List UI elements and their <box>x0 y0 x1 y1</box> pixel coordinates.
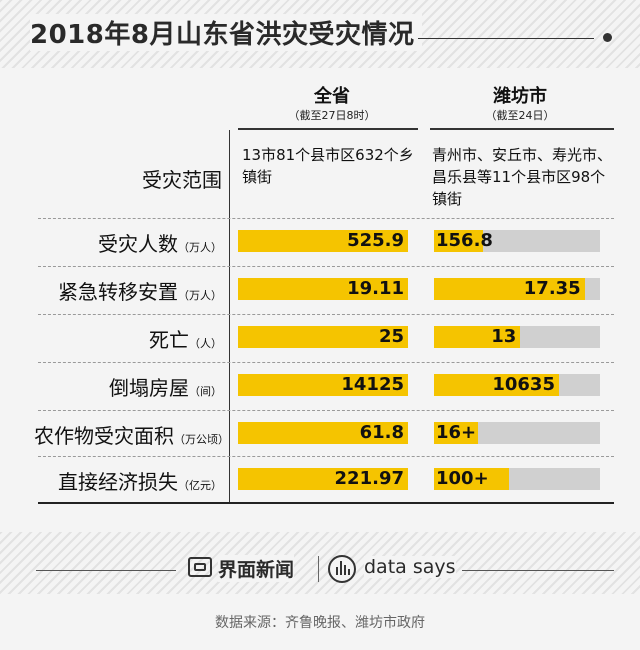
row-label-text: 紧急转移安置 <box>58 280 178 304</box>
row-label-5: 直接经济损失（亿元） <box>34 466 222 495</box>
brand-rule-right <box>462 570 614 571</box>
brand-rule-left <box>36 570 176 571</box>
bar-value-province: 221.97 <box>334 468 404 489</box>
bar-weifang <box>434 374 559 396</box>
column-header-province: 全省 （截至27日8时） <box>238 86 426 124</box>
bar-value-weifang: 100+ <box>436 468 489 489</box>
scope-province-text: 13市81个县市区632个乡镇街 <box>242 146 414 186</box>
row-label-text: 受灾范围 <box>142 168 222 192</box>
row-label-text: 直接经济损失 <box>58 470 178 494</box>
bar-value-province: 525.9 <box>347 230 404 251</box>
row-label-text: 倒塌房屋 <box>109 376 189 400</box>
bar-weifang <box>434 422 478 444</box>
bar-value-province: 14125 <box>341 374 404 395</box>
bar-province <box>238 374 408 396</box>
bar-weifang <box>434 278 585 300</box>
label-column-divider <box>229 130 230 502</box>
bar-value-weifang: 17.35 <box>523 278 581 299</box>
bar-value-weifang: 13 <box>491 326 517 347</box>
row-label-unit: （万公顷） <box>174 433 229 446</box>
bar-province <box>238 468 408 490</box>
page-title: 2018年8月山东省洪灾受灾情况 <box>30 14 423 51</box>
column-note-weifang: （截至24日） <box>485 109 555 122</box>
table-bottom-rule <box>38 502 614 504</box>
row-separator <box>38 362 614 363</box>
row-label-text: 受灾人数 <box>98 232 178 256</box>
datasays-logo-icon <box>328 555 356 583</box>
bar-province <box>238 230 408 252</box>
column-note-province: （截至27日8时） <box>288 109 376 122</box>
brand-datasays: data says <box>364 556 456 578</box>
row-separator <box>38 266 614 267</box>
bar-value-province: 25 <box>378 326 404 347</box>
row-separator <box>38 314 614 315</box>
scope-weifang-text: 青州市、安丘市、寿光市、昌乐县等11个县市区98个镇街 <box>432 146 613 208</box>
brand-separator <box>318 556 319 582</box>
bar-value-weifang: 156.8 <box>436 230 493 251</box>
row-separator <box>38 456 614 457</box>
row-separator <box>38 410 614 411</box>
row-label-scope: 受灾范围 <box>34 164 222 193</box>
bar-value-province: 19.11 <box>347 278 404 299</box>
column-rule-weifang <box>430 128 614 130</box>
bar-weifang <box>434 326 521 348</box>
bar-province <box>238 278 408 300</box>
row-label-text: 死亡 <box>149 328 189 352</box>
bar-weifang <box>434 468 509 490</box>
bar-value-province: 61.8 <box>359 422 404 443</box>
column-header-weifang: 潍坊市 （截至24日） <box>430 86 610 124</box>
row-label-1: 紧急转移安置（万人） <box>34 276 222 305</box>
row-label-unit: （万人） <box>178 241 222 254</box>
row-label-unit: （万人） <box>178 289 222 302</box>
bar-weifang <box>434 230 484 252</box>
jiemian-logo-icon <box>188 557 212 577</box>
bar-value-weifang: 10635 <box>492 374 555 395</box>
column-name-province: 全省 <box>314 86 350 107</box>
footer-hatch-background <box>0 532 640 594</box>
row-label-unit: （亿元） <box>178 479 222 492</box>
row-label-4: 农作物受灾面积（万公顷） <box>34 420 229 449</box>
row-label-0: 受灾人数（万人） <box>34 228 222 257</box>
row-label-unit: （间） <box>189 385 222 398</box>
source-note: 数据来源：齐鲁晚报、潍坊市政府 <box>215 615 425 631</box>
row-label-unit: （人） <box>189 337 222 350</box>
title-rule <box>418 38 594 39</box>
column-name-weifang: 潍坊市 <box>493 86 547 107</box>
row-label-text: 农作物受灾面积 <box>34 424 174 448</box>
brand-jiemian: 界面新闻 <box>218 555 295 582</box>
title-dot <box>603 33 612 42</box>
bar-value-weifang: 16+ <box>436 422 477 443</box>
bar-province <box>238 326 408 348</box>
row-label-2: 死亡（人） <box>34 324 222 353</box>
row-label-3: 倒塌房屋（间） <box>34 372 222 401</box>
bar-province <box>238 422 408 444</box>
row-separator <box>38 218 614 219</box>
column-rule-province <box>238 128 418 130</box>
